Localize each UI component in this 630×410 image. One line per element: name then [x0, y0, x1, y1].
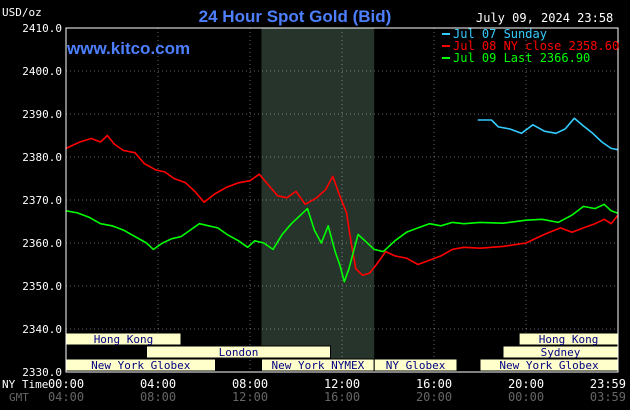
y-unit-label: USD/oz [2, 6, 42, 19]
session-bar-label: Hong Kong [539, 333, 599, 346]
session-bar-label: Hong Kong [94, 333, 154, 346]
x-tick-label-gmt: 03:59 [590, 390, 626, 404]
session-bar-label: London [219, 346, 259, 359]
legend-entry: Jul 09 Last 2366.90 [453, 51, 590, 65]
series-line-1 [477, 117, 619, 151]
x-tick-label-ny: 08:00 [232, 377, 268, 391]
y-tick-label: 2390.0 [22, 108, 62, 121]
x-tick-label-ny: 00:00 [48, 377, 84, 391]
watermark: www.kitco.com [66, 39, 190, 58]
session-bar-label: Sydney [541, 346, 581, 359]
x-tick-label-gmt: 00:00 [508, 390, 544, 404]
x-tick-label-ny: 20:00 [508, 377, 544, 391]
legend-entry: Jul 08 NY close 2358.60 [453, 39, 619, 53]
y-tick-label: 2340.0 [22, 323, 62, 336]
axis-layer: 2330.0 2340.0 2350.0 2360.0 2370.0 2380.0 2390… [22, 22, 626, 404]
session-bar-label: New York Globex [91, 359, 191, 372]
x-tick-label-ny: 16:00 [416, 377, 452, 391]
x-tick-label-gmt: 12:00 [232, 390, 268, 404]
y-tick-label: 2350.0 [22, 280, 62, 293]
x-axis-ny-time-label: NY Time [2, 378, 48, 391]
y-tick-label: 2400.0 [22, 65, 62, 78]
y-tick-label: 2360.0 [22, 237, 62, 250]
session-bar [146, 345, 331, 359]
y-tick-label: 2410.0 [22, 22, 62, 35]
series-line-2 [65, 134, 619, 277]
x-tick-label-gmt: 16:00 [324, 390, 360, 404]
plot-border [65, 27, 619, 373]
shaded-region-layer [261, 28, 375, 372]
chart-title: 24 Hour Spot Gold (Bid) [199, 7, 392, 26]
x-tick-label-gmt: 04:00 [48, 390, 84, 404]
legend-entry: Jul 07 Sunday [453, 27, 547, 41]
x-tick-label-ny: 23:59 [590, 377, 626, 391]
y-tick-label: 2330.0 [22, 366, 62, 379]
session-bar-label: New York NYMEX [271, 359, 364, 372]
session-bar-label: New York Globex [499, 359, 599, 372]
y-tick-label: 2370.0 [22, 194, 62, 207]
x-tick-label-ny: 12:00 [324, 377, 360, 391]
series-layer [65, 117, 619, 283]
date-label: July 09, 2024 23:58 [476, 11, 613, 25]
shaded-nymex-region [261, 28, 375, 372]
session-bar-label: NY Globex [386, 359, 446, 372]
x-tick-label-gmt: 08:00 [140, 390, 176, 404]
session-bar [373, 358, 458, 372]
series-line-3 [65, 203, 619, 283]
x-tick-label-gmt: 20:00 [416, 390, 452, 404]
x-tick-label-ny: 04:00 [140, 377, 176, 391]
x-axis-gmt-label: GMT [9, 391, 29, 404]
y-tick-label: 2380.0 [22, 151, 62, 164]
